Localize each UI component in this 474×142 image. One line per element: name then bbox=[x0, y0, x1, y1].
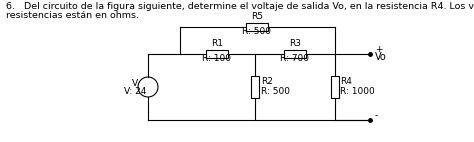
Text: R3: R3 bbox=[289, 39, 301, 48]
Text: R1: R1 bbox=[211, 39, 223, 48]
Text: R: 500: R: 500 bbox=[243, 27, 272, 36]
Text: R4: R4 bbox=[340, 78, 352, 86]
Bar bbox=[206, 50, 228, 58]
Text: +: + bbox=[375, 45, 383, 55]
Text: R2: R2 bbox=[261, 78, 273, 86]
Text: R: 100: R: 100 bbox=[202, 54, 231, 63]
Text: Vo: Vo bbox=[375, 52, 387, 62]
Text: R: 1000: R: 1000 bbox=[340, 87, 375, 97]
Text: -: - bbox=[375, 111, 378, 121]
Text: R: 500: R: 500 bbox=[261, 87, 290, 97]
Text: 6.   Del circuito de la figura siguiente, determine el voltaje de salida Vo, en : 6. Del circuito de la figura siguiente, … bbox=[6, 2, 474, 11]
Bar bbox=[246, 23, 268, 31]
Text: resistencias están en ohms.: resistencias están en ohms. bbox=[6, 11, 139, 20]
Bar bbox=[284, 50, 306, 58]
Text: V: V bbox=[132, 79, 138, 87]
Text: R5: R5 bbox=[251, 12, 263, 21]
Text: R: 700: R: 700 bbox=[281, 54, 310, 63]
Text: V: 24: V: 24 bbox=[124, 87, 146, 97]
Bar bbox=[331, 76, 339, 98]
Bar bbox=[251, 76, 259, 98]
